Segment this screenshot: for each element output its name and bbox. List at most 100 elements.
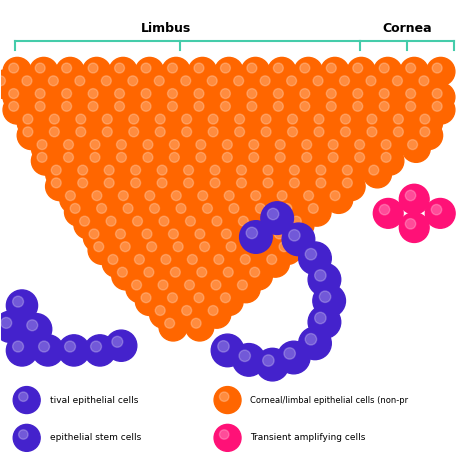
Circle shape — [97, 121, 125, 150]
Circle shape — [427, 96, 455, 124]
Circle shape — [302, 153, 312, 162]
Circle shape — [400, 57, 428, 86]
Circle shape — [275, 153, 285, 162]
Circle shape — [161, 255, 171, 264]
Circle shape — [202, 203, 212, 213]
Circle shape — [217, 134, 245, 162]
Circle shape — [6, 335, 37, 366]
Circle shape — [300, 63, 310, 73]
Circle shape — [263, 178, 273, 188]
Circle shape — [268, 96, 296, 124]
Circle shape — [320, 96, 349, 124]
Circle shape — [308, 263, 341, 296]
Circle shape — [70, 109, 99, 137]
Circle shape — [62, 101, 72, 111]
Circle shape — [326, 101, 336, 111]
Circle shape — [361, 109, 390, 137]
Circle shape — [167, 63, 177, 73]
Circle shape — [167, 293, 177, 303]
Circle shape — [245, 185, 273, 213]
Circle shape — [393, 127, 403, 137]
Circle shape — [78, 178, 88, 188]
Circle shape — [263, 165, 273, 175]
Circle shape — [216, 223, 244, 252]
Circle shape — [237, 165, 246, 175]
Circle shape — [102, 127, 112, 137]
Circle shape — [111, 147, 139, 175]
Circle shape — [296, 134, 324, 162]
Circle shape — [43, 70, 71, 99]
Circle shape — [169, 153, 179, 162]
Circle shape — [141, 293, 151, 303]
Circle shape — [84, 335, 116, 366]
Circle shape — [260, 76, 270, 86]
Circle shape — [413, 70, 442, 99]
Circle shape — [313, 284, 346, 317]
Circle shape — [102, 249, 131, 277]
Circle shape — [326, 63, 336, 73]
Circle shape — [220, 236, 249, 264]
Circle shape — [431, 204, 442, 215]
Circle shape — [399, 184, 429, 214]
Circle shape — [99, 159, 127, 188]
Circle shape — [91, 341, 101, 352]
Circle shape — [141, 89, 151, 99]
Circle shape — [106, 330, 137, 361]
Circle shape — [164, 318, 174, 328]
Circle shape — [136, 287, 164, 316]
Circle shape — [219, 392, 229, 401]
Circle shape — [182, 114, 191, 124]
Circle shape — [72, 159, 100, 188]
Circle shape — [273, 89, 283, 99]
Circle shape — [256, 348, 289, 381]
Circle shape — [182, 306, 191, 316]
Circle shape — [137, 147, 165, 175]
Circle shape — [233, 210, 261, 239]
Circle shape — [188, 83, 217, 111]
Circle shape — [381, 140, 391, 150]
Circle shape — [205, 274, 234, 303]
Circle shape — [104, 165, 114, 175]
Circle shape — [132, 280, 142, 290]
Circle shape — [194, 63, 204, 73]
Circle shape — [31, 134, 60, 162]
Circle shape — [210, 178, 220, 188]
Circle shape — [273, 101, 283, 111]
Circle shape — [217, 147, 245, 175]
Circle shape — [375, 147, 404, 175]
Circle shape — [137, 223, 164, 252]
Circle shape — [115, 89, 125, 99]
Circle shape — [167, 89, 177, 99]
Circle shape — [314, 127, 324, 137]
Circle shape — [208, 127, 218, 137]
Circle shape — [228, 70, 256, 99]
Circle shape — [375, 134, 404, 162]
Circle shape — [0, 76, 5, 86]
Circle shape — [170, 267, 180, 277]
Circle shape — [84, 147, 113, 175]
Circle shape — [425, 199, 455, 228]
Circle shape — [129, 114, 139, 124]
Circle shape — [164, 134, 192, 162]
Circle shape — [78, 165, 88, 175]
Circle shape — [125, 159, 154, 188]
Circle shape — [269, 223, 297, 252]
Circle shape — [49, 114, 59, 124]
Circle shape — [51, 165, 61, 175]
Circle shape — [109, 83, 137, 111]
Circle shape — [37, 140, 47, 150]
Circle shape — [56, 96, 84, 124]
Circle shape — [241, 57, 270, 86]
Circle shape — [23, 114, 33, 124]
Circle shape — [191, 318, 201, 328]
Circle shape — [324, 185, 353, 213]
Circle shape — [18, 392, 28, 401]
Circle shape — [179, 274, 207, 303]
Circle shape — [0, 70, 18, 99]
Circle shape — [150, 121, 178, 150]
Circle shape — [222, 140, 232, 150]
Circle shape — [143, 153, 153, 162]
Circle shape — [304, 191, 314, 201]
Circle shape — [97, 203, 107, 213]
Circle shape — [129, 249, 157, 277]
